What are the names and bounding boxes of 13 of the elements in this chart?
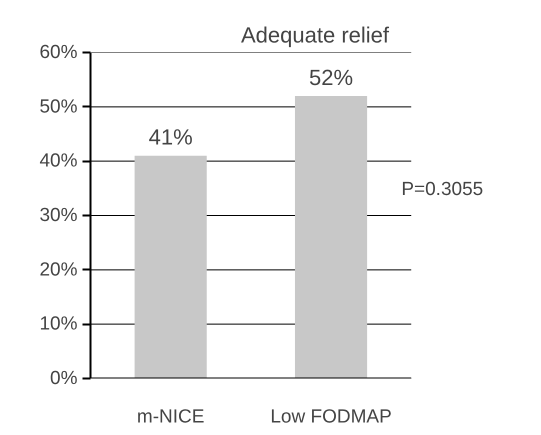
annotation: P=0.3055: [401, 178, 484, 200]
y-tick-label: 50%: [39, 96, 78, 118]
y-tick-label: 10%: [39, 314, 78, 335]
y-tick-label: 0%: [50, 368, 78, 389]
y-tick-label: 40%: [39, 150, 78, 172]
y-tick-label: 30%: [39, 205, 78, 226]
y-tick-label: 20%: [39, 259, 78, 280]
x-tick-label: Low FODMAP: [270, 406, 392, 428]
chart-title: Adequate relief: [241, 22, 390, 48]
x-tick-label: m-NICE: [136, 406, 204, 428]
data-label: 41%: [148, 124, 193, 150]
data-label: 52%: [309, 64, 354, 90]
y-tick-label: 60%: [39, 42, 78, 63]
